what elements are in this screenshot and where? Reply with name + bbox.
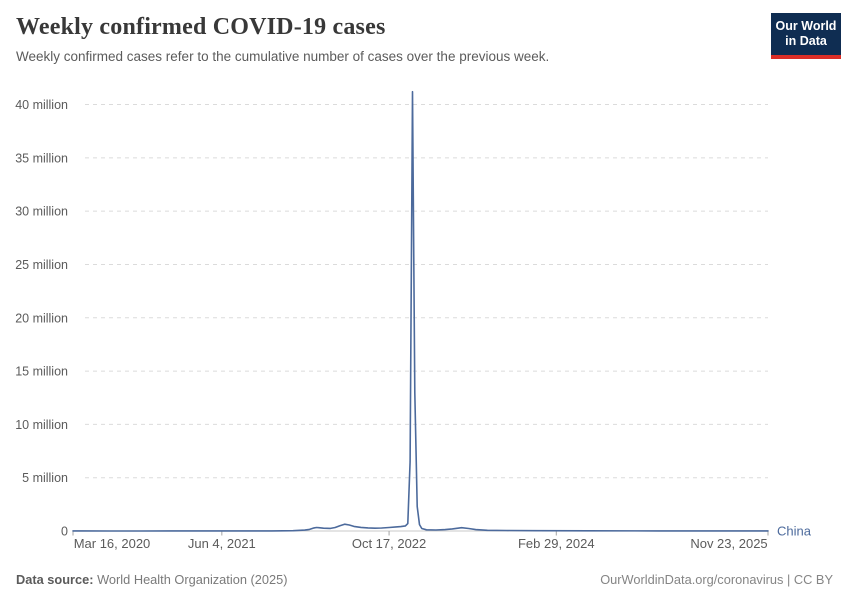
owid-logo-line2: in Data bbox=[785, 34, 827, 49]
owid-logo-red-strip bbox=[771, 54, 841, 59]
y-axis-label: 20 million bbox=[15, 311, 68, 325]
x-axis-label: Mar 16, 2020 bbox=[74, 536, 151, 551]
y-axis-label: 0 bbox=[61, 525, 68, 539]
data-source-note: Data source: World Health Organization (… bbox=[16, 572, 287, 587]
x-axis-label: Nov 23, 2025 bbox=[690, 536, 767, 551]
china-series-label[interactable]: China bbox=[777, 523, 812, 538]
y-axis-label: 40 million bbox=[15, 98, 68, 112]
chart-title: Weekly confirmed COVID-19 cases bbox=[16, 14, 386, 40]
china-series-line[interactable] bbox=[72, 90, 769, 532]
chart-subtitle: Weekly confirmed cases refer to the cumu… bbox=[16, 49, 550, 65]
y-axis-label: 30 million bbox=[15, 205, 68, 219]
data-source-value: World Health Organization (2025) bbox=[93, 572, 288, 587]
y-axis-label: 10 million bbox=[15, 418, 68, 432]
x-axis-label: Oct 17, 2022 bbox=[352, 536, 426, 551]
title-block: Weekly confirmed COVID-19 cases Weekly c… bbox=[16, 13, 549, 66]
y-axis-label: 25 million bbox=[15, 258, 68, 272]
chart-footer: Data source: World Health Organization (… bbox=[16, 572, 833, 587]
owid-logo[interactable]: Our World in Data bbox=[771, 13, 841, 59]
x-axis-label: Feb 29, 2024 bbox=[518, 536, 595, 551]
y-axis-label: 15 million bbox=[15, 365, 68, 379]
data-source-label: Data source: bbox=[16, 572, 94, 587]
y-axis-label: 5 million bbox=[22, 471, 68, 485]
owid-logo-text: Our World in Data bbox=[771, 13, 841, 55]
owid-logo-line1: Our World bbox=[775, 19, 837, 33]
y-axis-label: 35 million bbox=[15, 151, 68, 165]
chart-header: Weekly confirmed COVID-19 cases Weekly c… bbox=[16, 13, 841, 66]
x-axis-label: Jun 4, 2021 bbox=[188, 536, 256, 551]
license-link[interactable]: OurWorldinData.org/coronavirus | CC BY bbox=[600, 572, 833, 587]
